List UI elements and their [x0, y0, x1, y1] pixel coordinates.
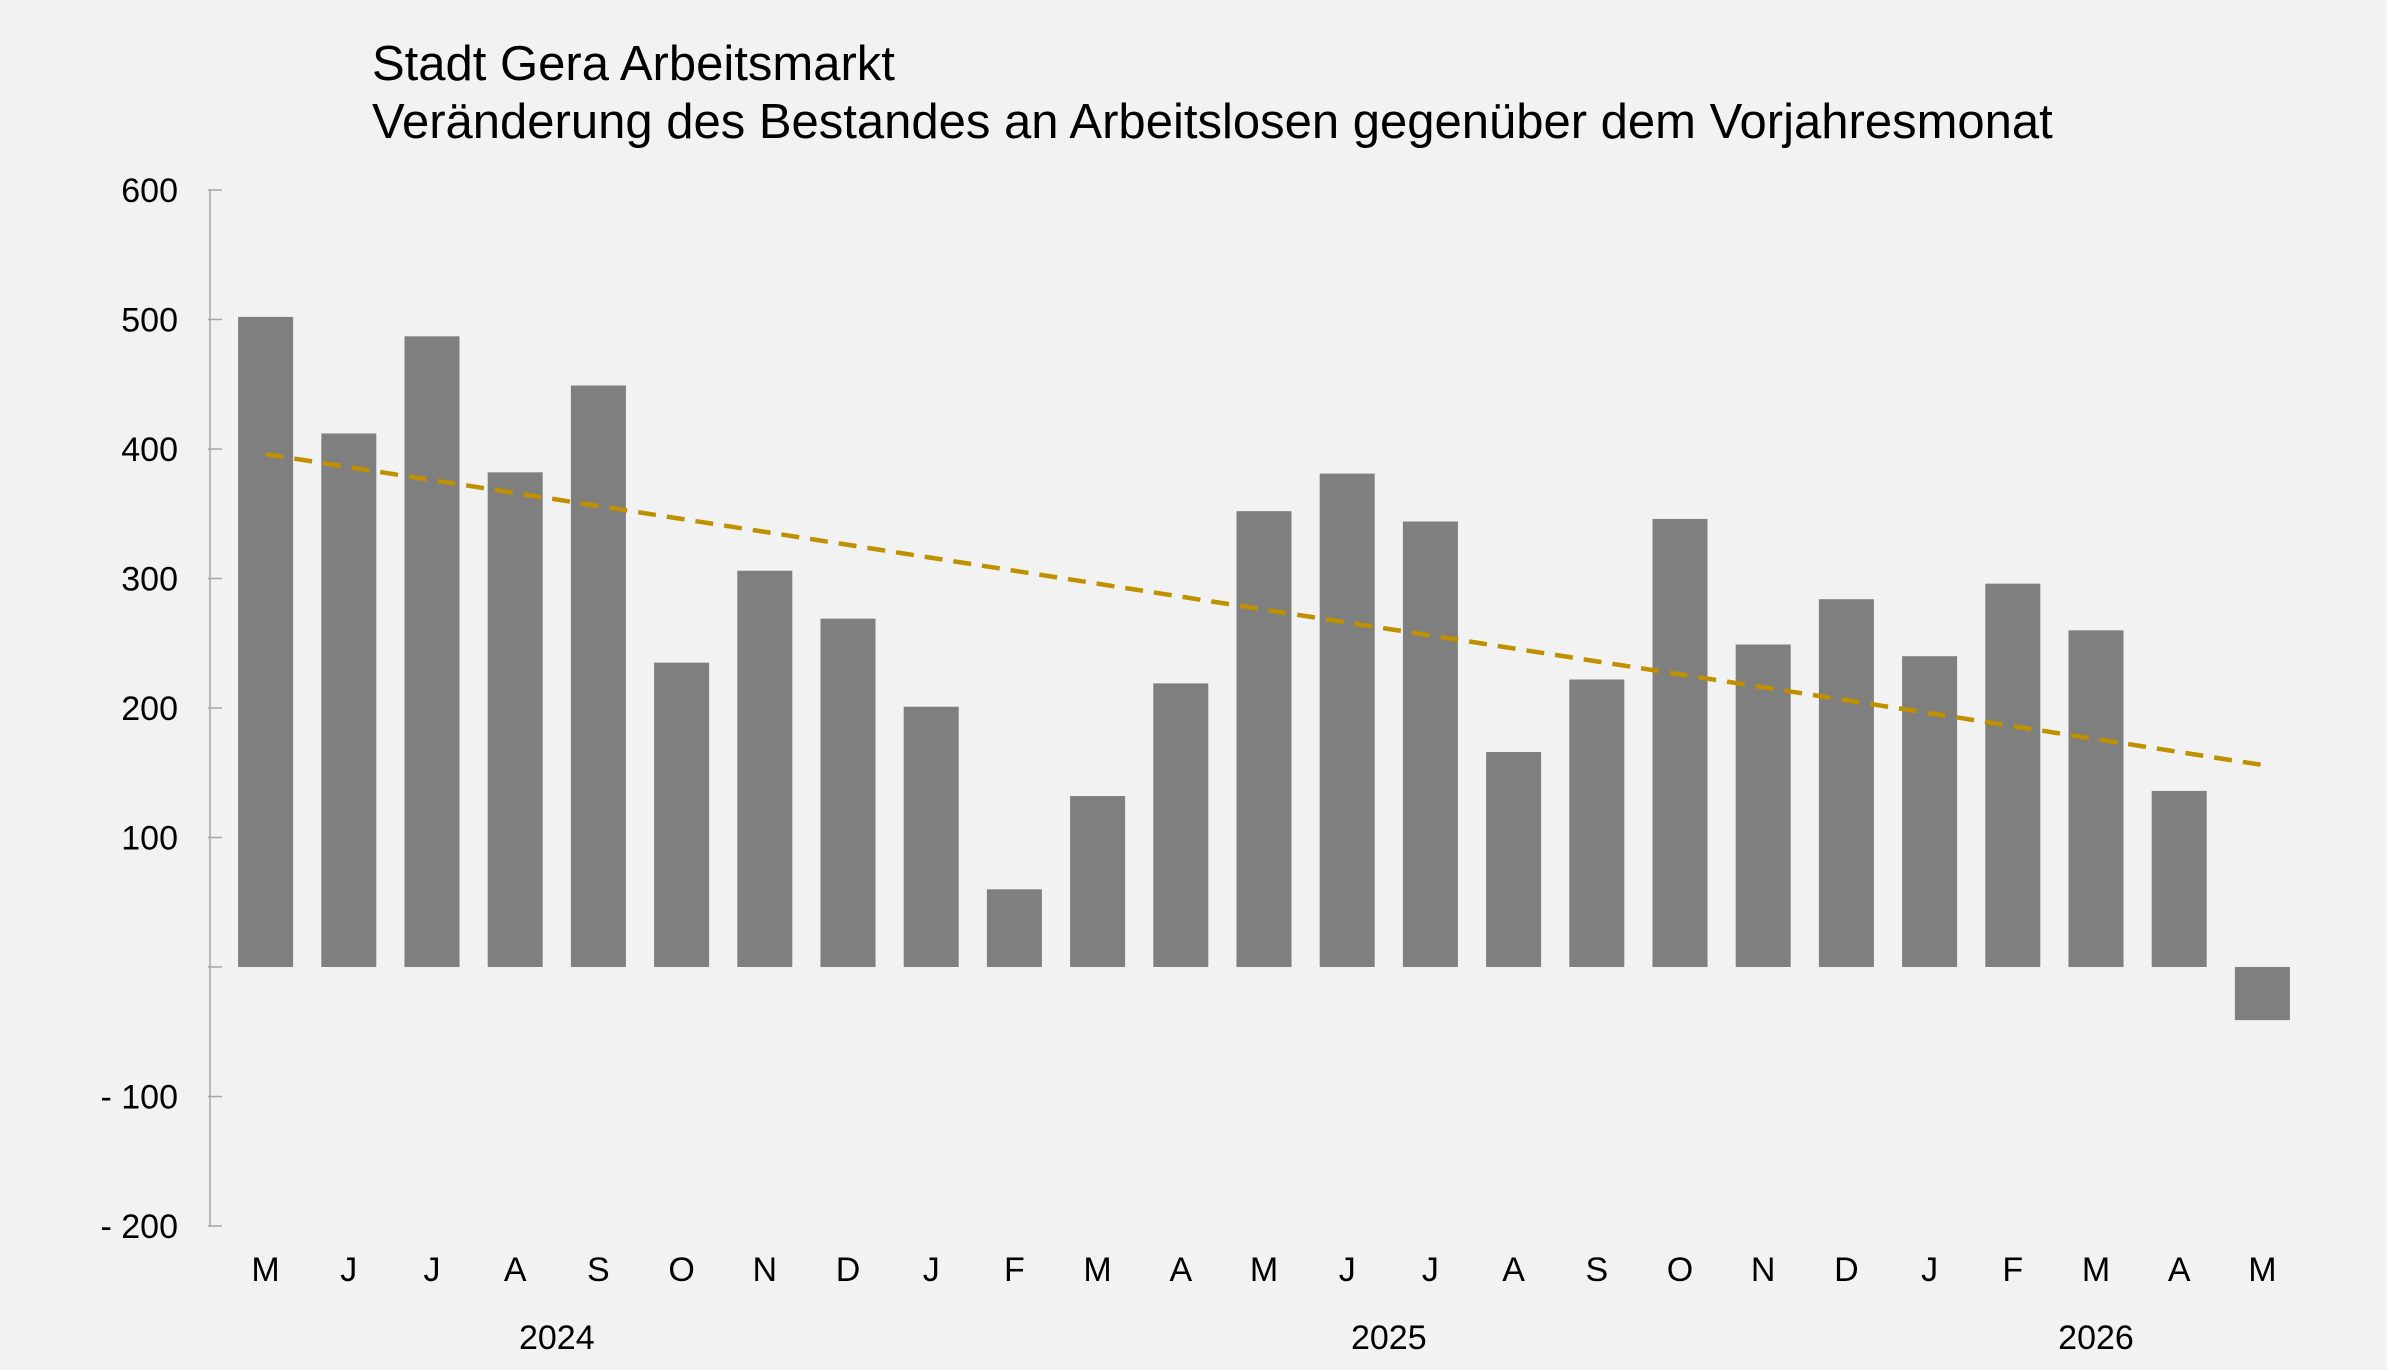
chart-title: Stadt Gera Arbeitsmarkt — [372, 37, 895, 91]
x-tick-label: A — [1169, 1251, 1192, 1289]
bar — [570, 385, 626, 967]
bar — [404, 336, 460, 967]
bar — [1985, 583, 2041, 967]
bar — [820, 618, 876, 967]
x-tick-label: S — [587, 1251, 610, 1289]
x-tick-label: J — [424, 1251, 441, 1289]
bars-group — [238, 316, 2290, 1021]
bar — [654, 662, 710, 967]
y-tick-label: 400 — [121, 431, 178, 469]
bar — [1402, 521, 1458, 967]
x-tick-label: D — [1834, 1251, 1859, 1289]
y-tick-label: 500 — [121, 302, 178, 340]
x-tick-label: A — [1502, 1251, 1525, 1289]
year-label: 2024 — [519, 1319, 595, 1357]
y-tick-label: 200 — [121, 690, 178, 728]
x-tick-label: D — [836, 1251, 861, 1289]
bar — [1652, 518, 1708, 967]
year-label: 2025 — [1351, 1319, 1427, 1357]
bar — [1818, 599, 1874, 967]
x-tick-label: N — [753, 1251, 778, 1289]
year-label: 2026 — [2058, 1319, 2134, 1357]
x-tick-label: N — [1751, 1251, 1776, 1289]
y-tick-label: 300 — [121, 561, 178, 599]
bar — [1153, 683, 1209, 967]
x-tick-label: J — [923, 1251, 940, 1289]
bar — [903, 706, 959, 967]
x-tick-label: J — [340, 1251, 357, 1289]
x-tick-label: J — [1921, 1251, 1938, 1289]
x-tick-label: M — [1250, 1251, 1278, 1289]
x-axis: M J J A S O N D J F M A M J J A S O N D J F M A M 2024 2025 2026 — [251, 1251, 2276, 1357]
x-tick-label: S — [1585, 1251, 1608, 1289]
y-axis: 600 500 400 300 200 100 - 100 - 200 — [101, 172, 222, 1246]
bar — [1902, 656, 1958, 967]
x-tick-label: M — [1083, 1251, 1111, 1289]
x-tick-label: M — [2082, 1251, 2110, 1289]
bar — [2151, 790, 2207, 967]
bar — [1070, 796, 1126, 967]
y-tick-label: 100 — [121, 820, 178, 858]
y-tick-label: - 200 — [101, 1208, 179, 1246]
x-tick-label: F — [2002, 1251, 2023, 1289]
bar — [487, 472, 543, 967]
chart-subtitle: Veränderung des Bestandes an Arbeitslose… — [372, 95, 2053, 149]
bar — [1735, 644, 1791, 967]
bar — [2068, 630, 2124, 967]
x-tick-label: O — [1667, 1251, 1693, 1289]
y-tick-label: - 100 — [101, 1079, 179, 1117]
trendline-group — [265, 451, 2263, 768]
bar — [2234, 967, 2290, 1021]
x-tick-label: J — [1339, 1251, 1356, 1289]
x-tick-label: A — [504, 1251, 527, 1289]
bar — [986, 889, 1042, 967]
x-tick-label: M — [2248, 1251, 2276, 1289]
bar — [1236, 511, 1292, 967]
x-tick-label: J — [1422, 1251, 1439, 1289]
bar — [1486, 752, 1542, 967]
x-tick-label: F — [1004, 1251, 1025, 1289]
x-tick-label: A — [2168, 1251, 2191, 1289]
y-tick-label: 600 — [121, 172, 178, 210]
bar — [321, 433, 377, 968]
bar — [1319, 473, 1375, 967]
x-tick-label: O — [668, 1251, 694, 1289]
bar — [737, 570, 793, 967]
bar — [1569, 679, 1625, 967]
bar — [238, 316, 294, 967]
trendline — [265, 451, 2263, 768]
x-tick-label: M — [251, 1251, 279, 1289]
